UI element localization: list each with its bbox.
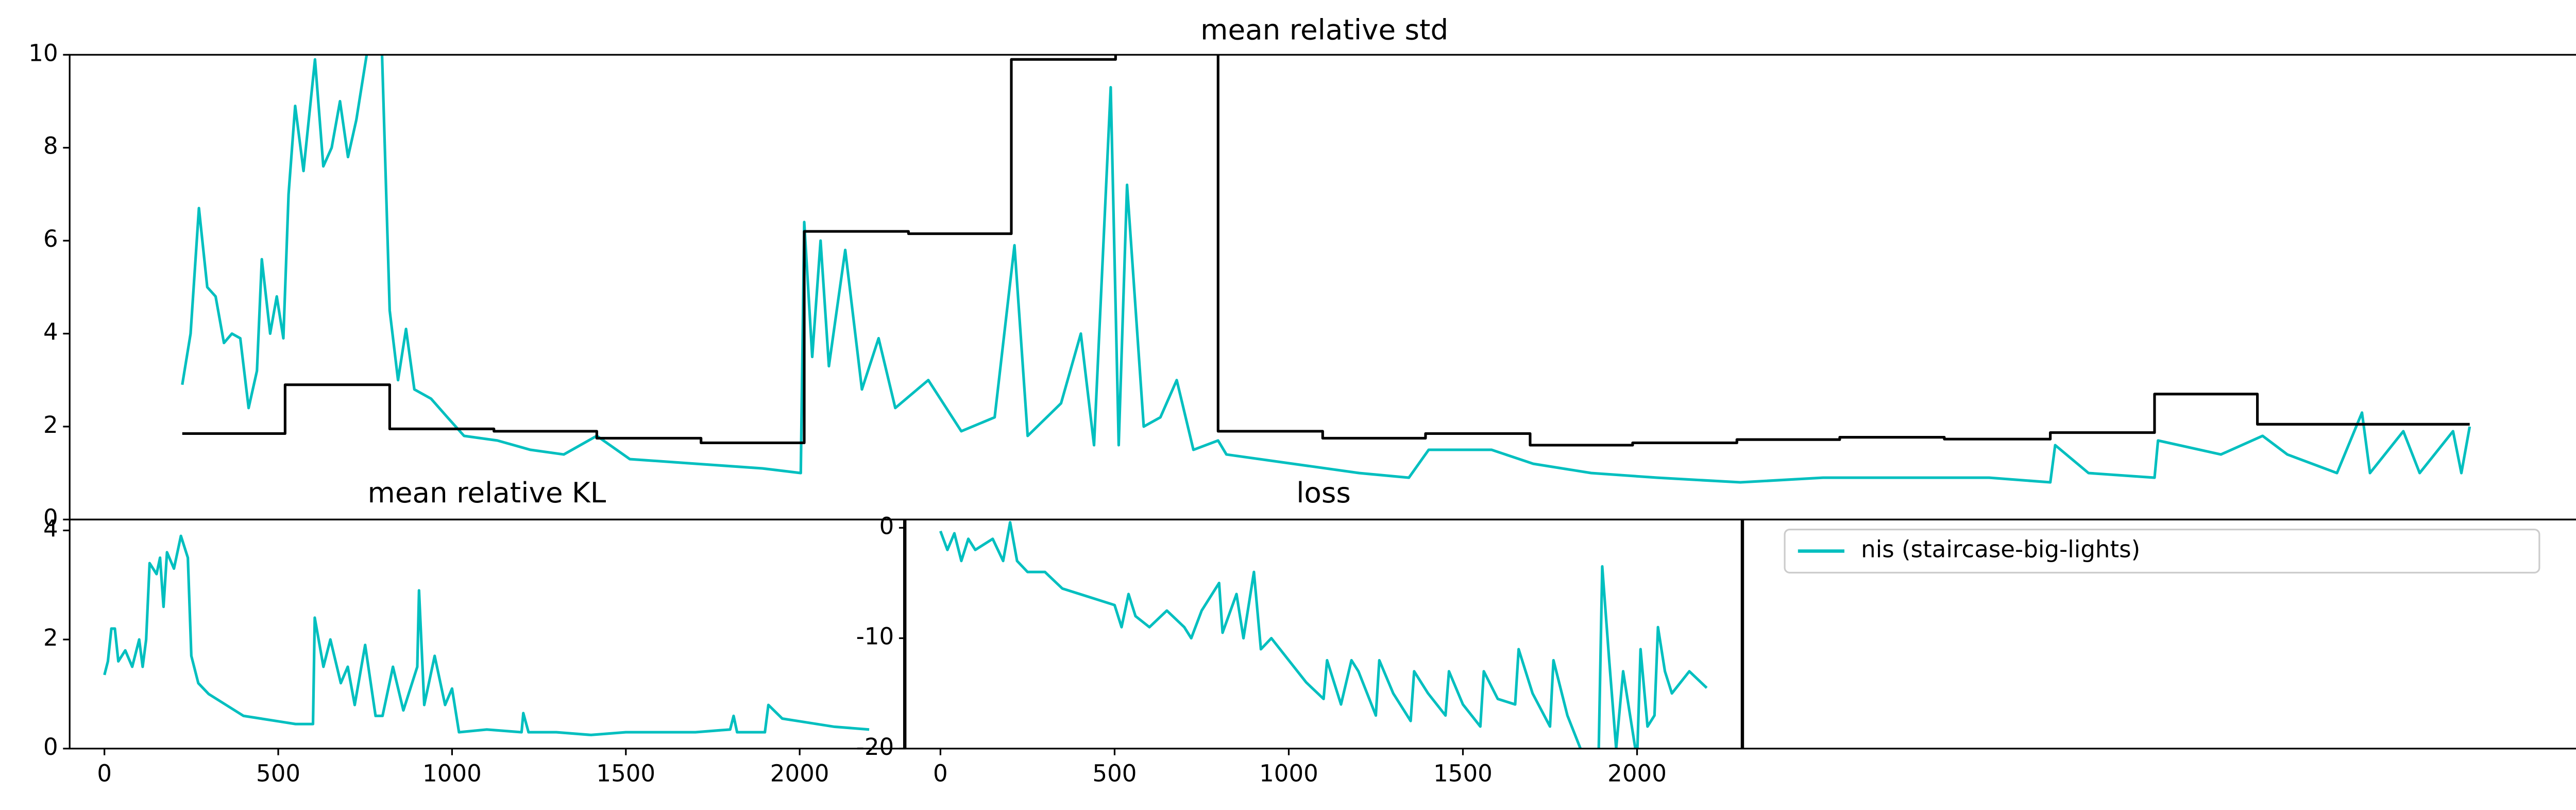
data-line [182,55,2470,447]
y-tick-label: 2 [43,411,58,438]
plot-area [181,55,2471,484]
axes-frame [905,518,1742,750]
x-tick-label: 2000 [770,760,829,787]
data-line [181,55,2471,484]
x-tick-label: 500 [1092,760,1137,787]
x-tick-label: 1500 [596,760,655,787]
y-tick-label: 2 [43,624,58,651]
x-tick-label: 1500 [1433,760,1493,787]
x-tick-label: 0 [97,760,112,787]
y-tick-label: 8 [43,132,58,160]
axes-frame [69,518,905,750]
chart-title: mean relative KL [368,476,606,509]
x-tick-label: 1000 [1259,760,1318,787]
y-tick-label: 4 [43,318,58,345]
y-tick-label: 0 [43,733,58,761]
y-tick-label: 4 [43,515,58,542]
plot-area [939,521,1708,749]
x-tick-label: 1000 [422,760,482,787]
data-line [939,521,1708,749]
y-tick-label: 0 [43,504,58,531]
y-tick-label: 6 [43,225,58,252]
y-tick-label: -10 [856,623,894,650]
legend-label: nis (staircase-big-lights) [1861,535,2140,563]
y-tick-label: 10 [28,39,58,66]
chart-title: mean relative std [1200,13,1448,46]
x-tick-label: 0 [933,760,948,787]
x-tick-label: 500 [256,760,300,787]
plot-area [103,534,870,736]
data-line [103,534,870,736]
y-tick-label: -20 [856,733,894,761]
y-tick-label: 0 [879,512,894,539]
legend-box [1784,528,2540,573]
x-tick-label: 2000 [1607,760,1667,787]
chart-title: loss [1296,476,1351,509]
